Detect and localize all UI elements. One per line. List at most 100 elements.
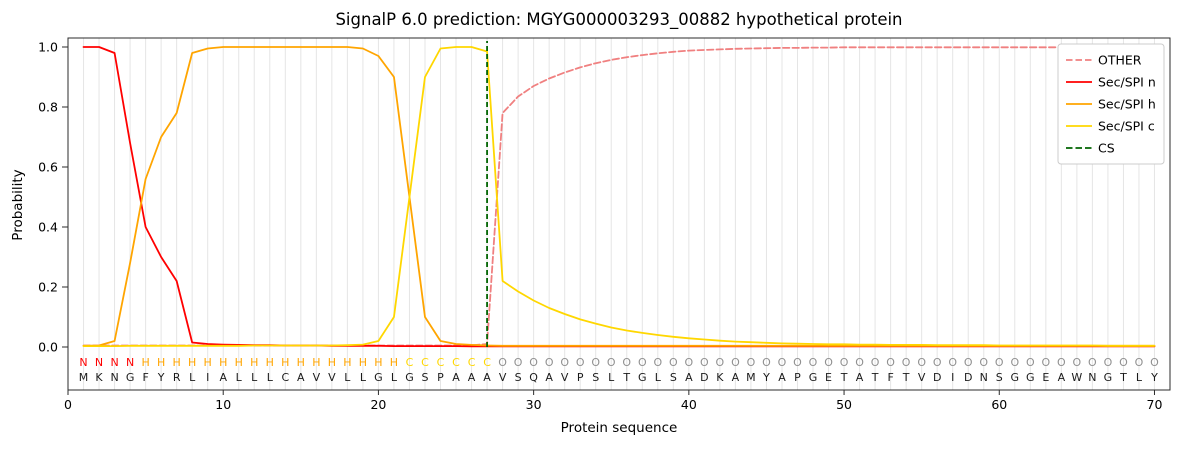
series-layer: [82, 41, 1156, 348]
region-letter: O: [1057, 356, 1066, 369]
region-letter: H: [374, 356, 382, 369]
residue-letter: G: [809, 371, 818, 384]
region-letter: O: [917, 356, 926, 369]
residue-letter: G: [374, 371, 383, 384]
region-letter: O: [933, 356, 942, 369]
residue-letter: A: [778, 371, 786, 384]
legend-entry-label: Sec/SPI n: [1098, 74, 1156, 89]
residue-letter: L: [344, 371, 351, 384]
region-letter: H: [328, 356, 336, 369]
region-letter: O: [576, 356, 585, 369]
region-letter: O: [886, 356, 895, 369]
residue-letter: L: [189, 371, 196, 384]
y-tick-label: 0.6: [38, 159, 58, 174]
region-letter: O: [1010, 356, 1019, 369]
residue-letter: L: [1136, 371, 1143, 384]
residue-letter: L: [655, 371, 662, 384]
x-axis-label: Protein sequence: [561, 420, 678, 436]
region-letter: O: [778, 356, 787, 369]
region-letter: O: [1041, 356, 1050, 369]
region-letter: N: [95, 356, 103, 369]
residue-letter: M: [746, 371, 756, 384]
residue-letter: L: [608, 371, 615, 384]
chart-title: SignalP 6.0 prediction: MGYG000003293_00…: [335, 10, 902, 30]
region-letter: O: [902, 356, 911, 369]
residue-letter: N: [980, 371, 988, 384]
residue-letter: I: [206, 371, 209, 384]
residue-letter: T: [622, 371, 630, 384]
residue-letter: Y: [157, 371, 165, 384]
residue-letter: E: [825, 371, 832, 384]
region-letter: O: [964, 356, 973, 369]
region-letter: O: [1088, 356, 1097, 369]
residue-letter: S: [515, 371, 522, 384]
region-letter: H: [312, 356, 320, 369]
residue-letter: T: [1119, 371, 1127, 384]
residue-letter: Y: [762, 371, 770, 384]
x-tick-label: 20: [370, 397, 386, 412]
legend-box: [1057, 43, 1165, 165]
residue-letter: K: [95, 371, 103, 384]
residue-letter: L: [360, 371, 367, 384]
residue-letter: A: [452, 371, 460, 384]
residue-letter: K: [716, 371, 724, 384]
y-tick-label: 0.2: [38, 279, 58, 294]
legend-entry-label: Sec/SPI c: [1098, 118, 1155, 133]
residue-letters-layer: NMNKNNNGHFHYHRHLHIHAHLHLHLHCHAHVHVHLHLHG…: [79, 356, 1159, 384]
region-letter: O: [762, 356, 771, 369]
residue-letter: A: [219, 371, 227, 384]
residue-letter: P: [577, 371, 584, 384]
region-letter: O: [685, 356, 694, 369]
region-letter: O: [1073, 356, 1082, 369]
region-letter: C: [452, 356, 460, 369]
residue-letter: A: [483, 371, 491, 384]
residue-letter: V: [561, 371, 569, 384]
region-letter: O: [529, 356, 538, 369]
residue-letter: G: [1104, 371, 1113, 384]
residue-letter: N: [1088, 371, 1096, 384]
region-letter: O: [995, 356, 1004, 369]
residue-letter: A: [468, 371, 476, 384]
residue-letter: M: [79, 371, 89, 384]
residue-letter: P: [794, 371, 801, 384]
residue-letter: T: [871, 371, 879, 384]
region-letter: C: [437, 356, 445, 369]
x-tick-label: 40: [681, 397, 697, 412]
region-letter: O: [731, 356, 740, 369]
x-tick-label: 30: [526, 397, 542, 412]
region-letter: H: [281, 356, 289, 369]
residue-letter: A: [1058, 371, 1066, 384]
residue-letter: A: [732, 371, 740, 384]
residue-letter: D: [700, 371, 708, 384]
region-letter: O: [700, 356, 709, 369]
region-letter: O: [1150, 356, 1159, 369]
residue-letter: G: [126, 371, 135, 384]
region-letter: O: [514, 356, 523, 369]
y-tick-label: 1.0: [38, 39, 58, 54]
region-letter: O: [747, 356, 756, 369]
region-letter: O: [545, 356, 554, 369]
region-letter: H: [343, 356, 351, 369]
region-letter: C: [468, 356, 476, 369]
region-letter: N: [79, 356, 87, 369]
region-letter: H: [297, 356, 305, 369]
region-letter: O: [793, 356, 802, 369]
region-letter: H: [141, 356, 149, 369]
region-letter: O: [638, 356, 647, 369]
residue-letter: S: [592, 371, 599, 384]
region-letter: O: [560, 356, 569, 369]
x-tick-label: 0: [64, 397, 72, 412]
region-letter: O: [855, 356, 864, 369]
residue-letter: S: [996, 371, 1003, 384]
region-letter: O: [716, 356, 725, 369]
y-axis-label: Probability: [10, 169, 26, 240]
residue-letter: V: [918, 371, 926, 384]
residue-letter: A: [297, 371, 305, 384]
legend: OTHER Sec/SPI n Sec/SPI h Sec/SPI c CS: [1057, 43, 1165, 165]
region-letter: O: [979, 356, 988, 369]
region-letter: O: [669, 356, 678, 369]
region-letter: O: [871, 356, 880, 369]
residue-letter: A: [545, 371, 553, 384]
residue-letter: Y: [1150, 371, 1158, 384]
